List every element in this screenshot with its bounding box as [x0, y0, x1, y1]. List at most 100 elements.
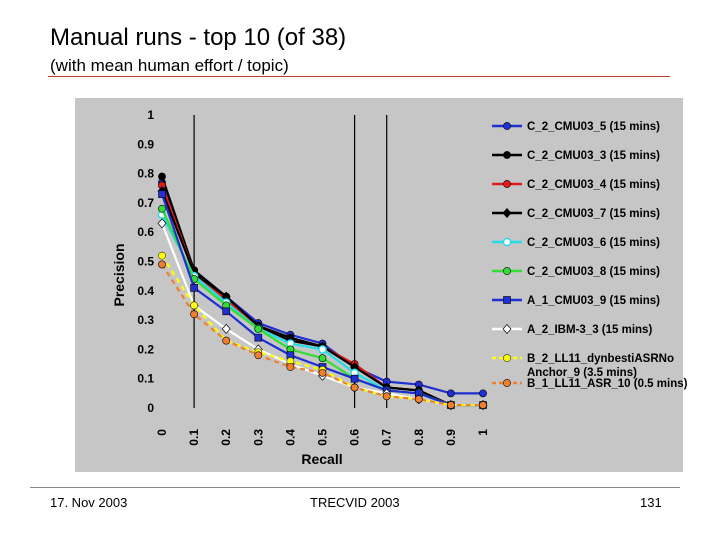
legend-swatch-marker [503, 267, 511, 275]
legend-swatch-marker [503, 180, 511, 188]
y-tick-label: 0.9 [137, 137, 154, 151]
data-point [158, 172, 166, 181]
legend-label-line: A_1_CMU03_9 (15 mins) [527, 295, 660, 307]
data-point [382, 392, 391, 401]
x-tick-label: 0.5 [316, 429, 330, 446]
data-point [158, 204, 166, 213]
legend-item: B_2_LL11_dynbestiASRNo Anchor_9 (3.5 mins… [492, 353, 674, 379]
legend-label: B_2_LL11_dynbestiASRNo Anchor_9 (3.5 mins… [527, 353, 674, 379]
data-point [190, 301, 198, 310]
legend-label-line: C_2_CMU03_5 (15 mins) [527, 121, 660, 133]
legend-label-line: C_2_CMU03_4 (15 mins) [527, 179, 660, 191]
legend-label: C_2_CMU03_5 (15 mins) [527, 121, 660, 133]
data-point [350, 383, 359, 392]
legend-swatch-marker [503, 151, 511, 159]
legend-item: C_2_CMU03_3 (15 mins) [492, 150, 660, 162]
legend: C_2_CMU03_5 (15 mins) C_2_CMU03_3 (15 min… [492, 121, 688, 390]
legend-label-line: C_2_CMU03_7 (15 mins) [527, 208, 660, 220]
y-tick-label: 0.8 [137, 167, 154, 181]
data-point [318, 354, 327, 363]
title-rule [48, 76, 670, 77]
x-tick-label: 0.2 [219, 429, 233, 446]
y-tick-label: 0.5 [137, 255, 154, 269]
data-point [254, 351, 263, 360]
footer-rule [30, 487, 680, 488]
legend-label: A_1_CMU03_9 (15 mins) [527, 295, 660, 307]
series-9 [158, 251, 487, 409]
legend-swatch-marker [503, 354, 511, 362]
series-8 [157, 218, 488, 411]
x-tick-label: 1 [476, 429, 490, 436]
x-tick-label: 0.4 [283, 429, 297, 446]
legend-swatch-marker [502, 237, 512, 247]
x-tick-label: 0.7 [380, 429, 394, 446]
slide-title: Manual runs - top 10 (of 38) [50, 24, 347, 51]
data-point [190, 284, 198, 292]
legend-label-line: A_2_IBM-3_3 (15 mins) [527, 324, 652, 336]
data-point [414, 395, 423, 404]
legend-label: C_2_CMU03_6 (15 mins) [527, 237, 660, 249]
data-point [479, 401, 487, 409]
footer-event: TRECVID 2003 [310, 495, 400, 510]
legend-item: B_1_LL11_ASR_10 (0.5 mins) [492, 378, 688, 390]
y-tick-label: 0.2 [137, 342, 154, 356]
data-point [222, 336, 231, 345]
slide-subtitle: (with mean human effort / topic) [50, 56, 289, 75]
y-tick-label: 0 [147, 401, 154, 415]
x-tick-label: 0.8 [412, 429, 426, 446]
data-point [222, 307, 230, 316]
legend-swatch-marker [502, 207, 512, 219]
legend-swatch-marker [502, 323, 512, 335]
data-point [318, 345, 327, 354]
data-point [446, 389, 455, 398]
legend-item: A_1_CMU03_9 (15 mins) [492, 295, 660, 307]
data-point [350, 374, 359, 383]
x-tick-label: 0.6 [348, 429, 362, 446]
x-axis-title: Recall [301, 451, 342, 467]
legend-label: C_2_CMU03_3 (15 mins) [527, 150, 660, 162]
legend-label-line: B_1_LL11_ASR_10 (0.5 mins) [527, 378, 688, 390]
y-tick-label: 0.1 [137, 372, 154, 386]
y-tick-label: 0.7 [137, 196, 154, 210]
legend-label: A_2_IBM-3_3 (15 mins) [527, 324, 652, 336]
data-point [254, 324, 263, 333]
data-point [157, 218, 167, 229]
legend-label-line: B_2_LL11_dynbestiASRNo [527, 353, 674, 365]
series-10 [158, 260, 487, 409]
data-point [254, 333, 263, 342]
footer-date: 17. Nov 2003 [50, 495, 128, 510]
legend-label-line: Anchor_9 (3.5 mins) [527, 367, 637, 379]
plot-background [75, 98, 683, 472]
legend-item: C_2_CMU03_4 (15 mins) [492, 179, 660, 191]
y-tick-label: 0.6 [137, 225, 154, 239]
series-line [161, 255, 483, 407]
legend-label: C_2_CMU03_8 (15 mins) [527, 266, 660, 278]
legend-swatch-marker [503, 379, 511, 387]
legend-label-line: C_2_CMU03_3 (15 mins) [527, 150, 660, 162]
data-point [158, 190, 166, 198]
data-point [286, 363, 295, 371]
x-tick-label: 0.1 [187, 429, 201, 446]
legend-item: C_2_CMU03_5 (15 mins) [492, 121, 660, 133]
legend-swatch-marker [503, 296, 511, 304]
legend-item: C_2_CMU03_8 (15 mins) [492, 266, 660, 278]
legend-label: B_1_LL11_ASR_10 (0.5 mins) [527, 378, 688, 390]
data-point [446, 401, 455, 409]
data-point [190, 310, 198, 319]
legend-label: C_2_CMU03_4 (15 mins) [527, 179, 660, 191]
x-tick-label: 0 [155, 429, 169, 436]
y-axis-title: Precision [111, 243, 127, 306]
data-point [158, 251, 166, 260]
legend-label-line: C_2_CMU03_6 (15 mins) [527, 237, 660, 249]
data-point [158, 260, 166, 269]
data-point [479, 389, 487, 398]
y-tick-label: 0.4 [137, 284, 154, 298]
x-tick-label: 0.9 [444, 429, 458, 446]
legend-label: C_2_CMU03_7 (15 mins) [527, 208, 660, 220]
y-tick-label: 1 [147, 108, 154, 122]
y-tick-label: 0.3 [137, 313, 154, 327]
legend-item: A_2_IBM-3_3 (15 mins) [492, 323, 652, 336]
legend-swatch-marker [503, 122, 511, 130]
x-tick-label: 0.3 [251, 429, 265, 446]
